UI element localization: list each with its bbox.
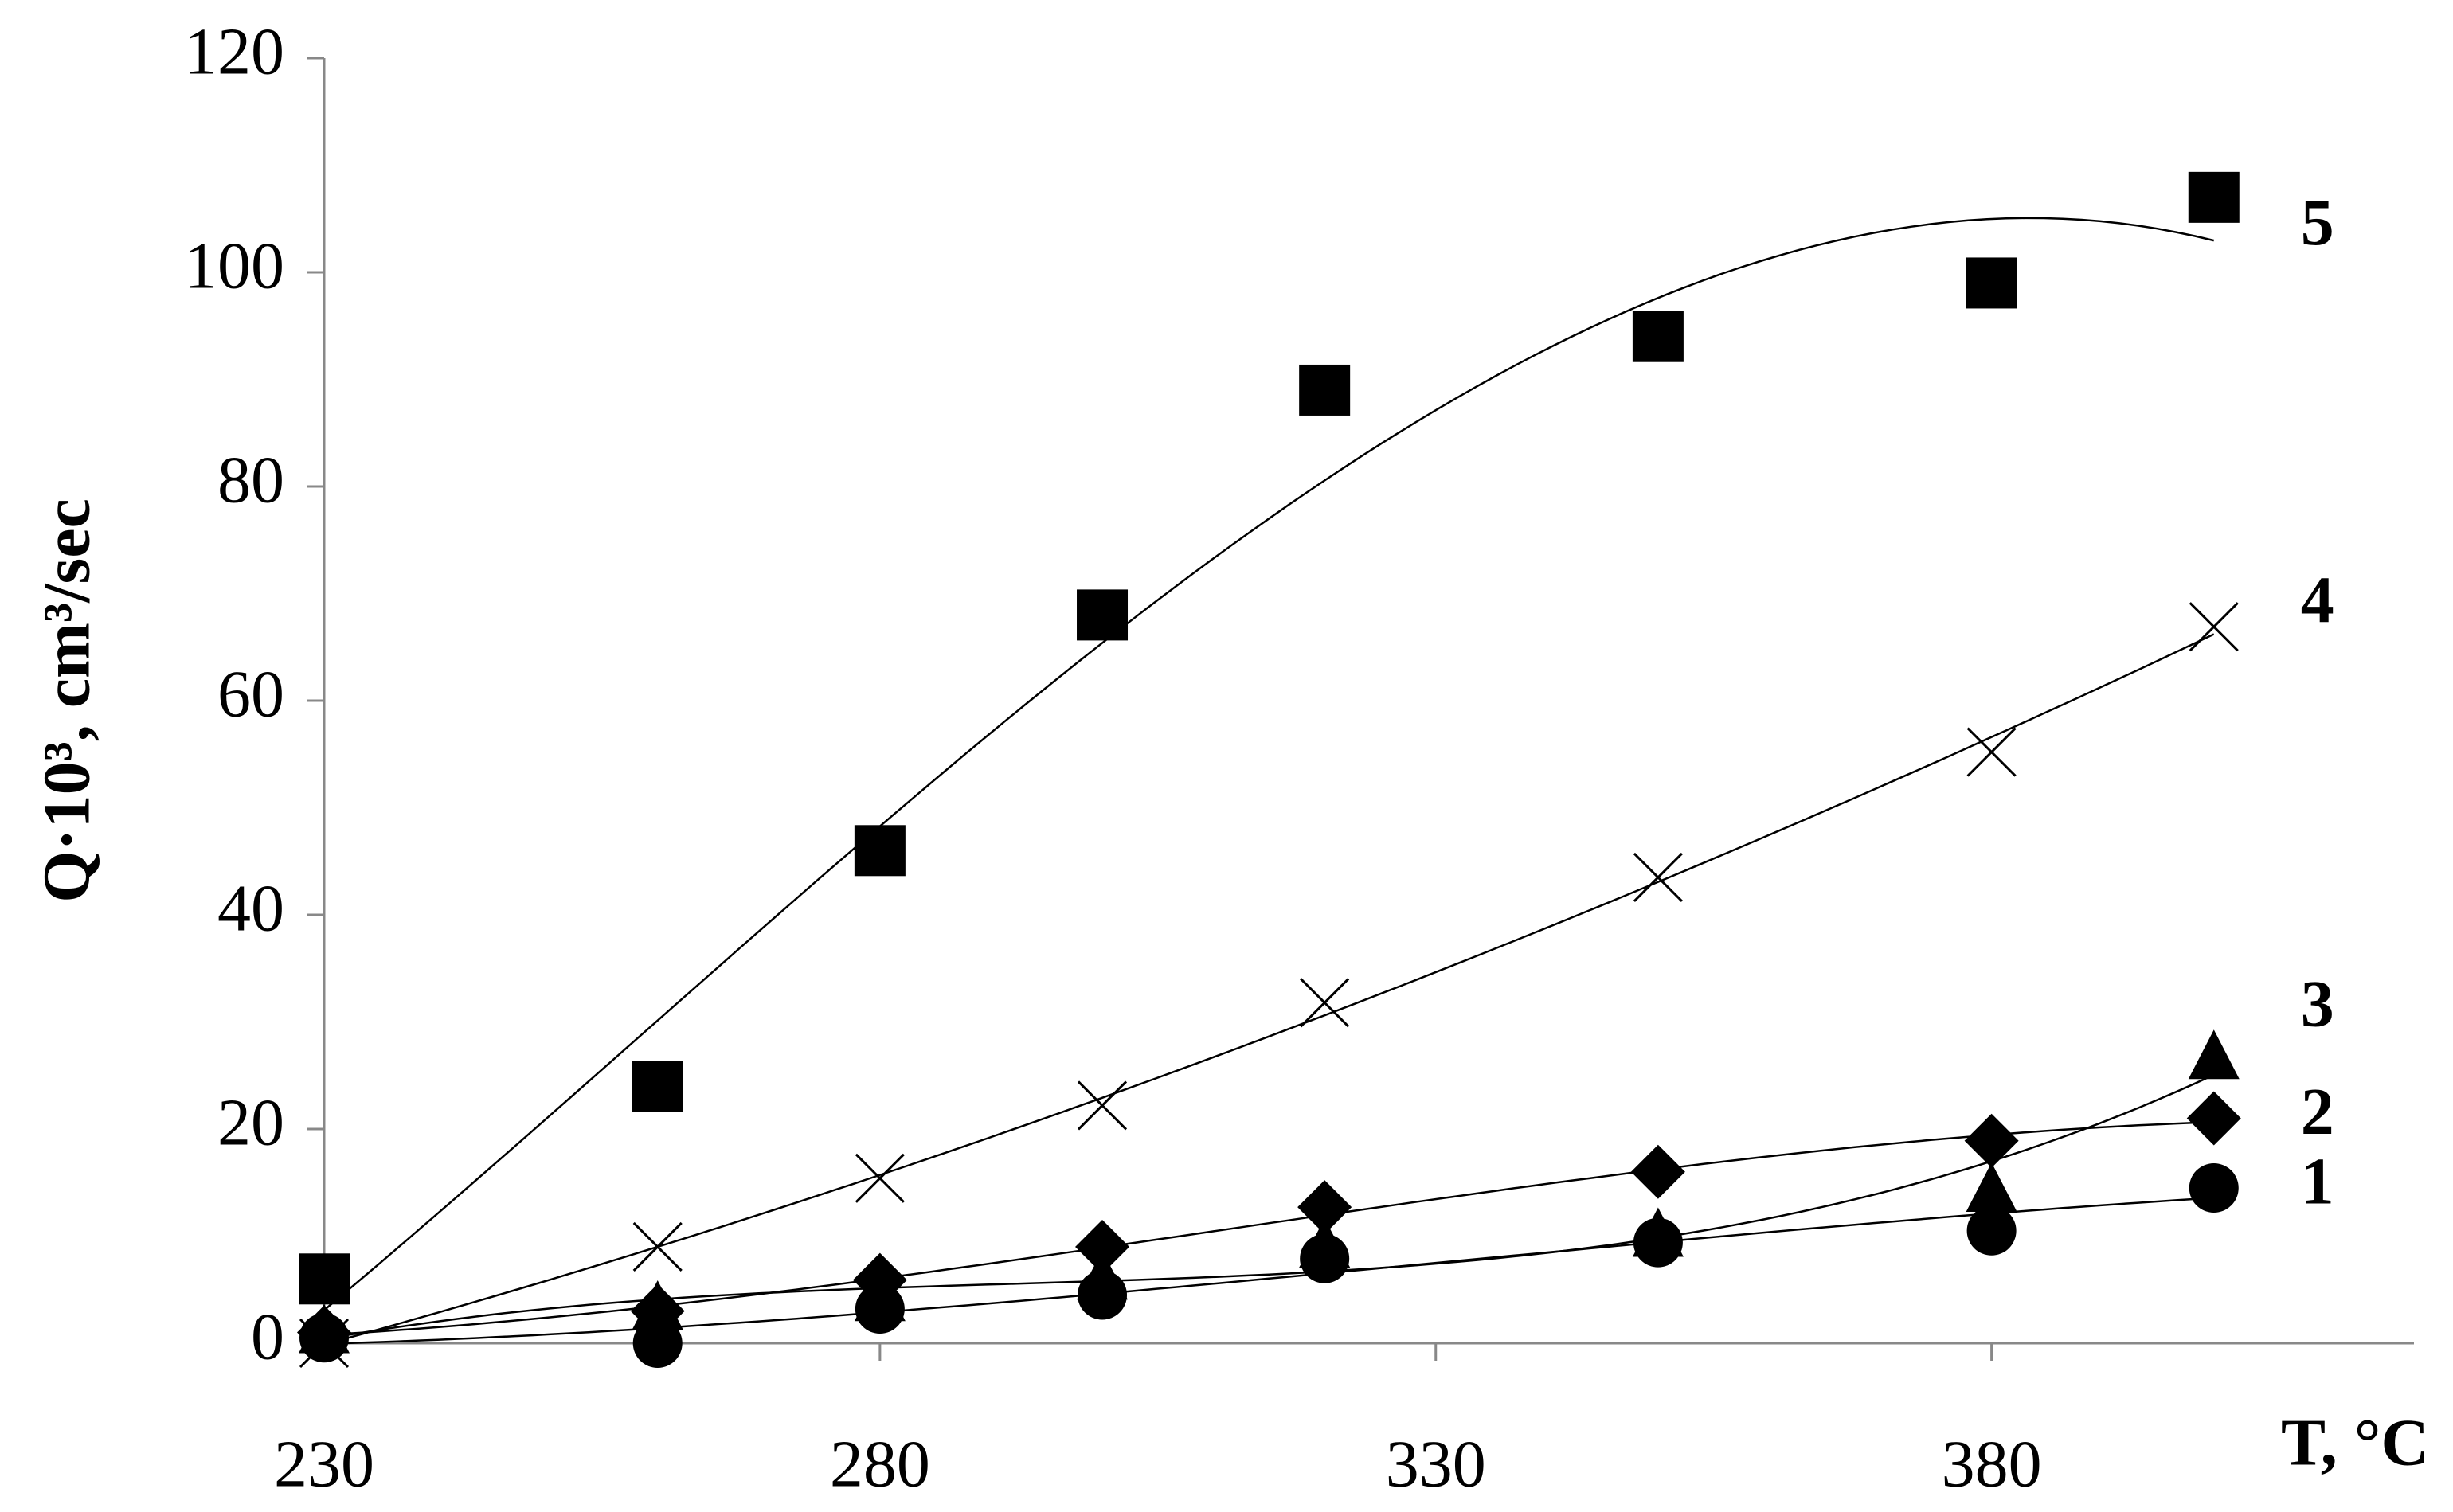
marker (1630, 1144, 1685, 1199)
y-tick-label: 0 (251, 1299, 284, 1373)
trend-line (323, 633, 2215, 1346)
marker (1633, 852, 1683, 902)
marker (1966, 1162, 2017, 1213)
trend-line (323, 217, 2215, 1311)
marker (1966, 257, 2017, 309)
series-label: 4 (2301, 563, 2334, 637)
marker (1966, 1205, 2017, 1256)
x-tick-label: 230 (274, 1427, 374, 1501)
y-tick-label: 100 (184, 229, 284, 303)
y-tick-label: 20 (217, 1085, 284, 1159)
x-tick-label: 330 (1386, 1427, 1486, 1501)
marker (1966, 727, 2017, 777)
marker (1077, 1250, 1129, 1300)
marker (2189, 1162, 2239, 1213)
marker (1300, 978, 1350, 1028)
trend-line (323, 1073, 2215, 1341)
marker (632, 1280, 683, 1330)
y-tick-label: 40 (217, 871, 284, 945)
marker (1299, 1217, 1351, 1268)
marker (855, 1153, 905, 1203)
y-tick-label: 60 (217, 657, 284, 731)
marker (632, 1221, 683, 1272)
series-label: 3 (2301, 967, 2334, 1041)
marker (632, 1319, 683, 1368)
marker (1299, 364, 1351, 416)
marker (632, 1061, 683, 1112)
marker (854, 825, 906, 877)
marker (2188, 1029, 2240, 1080)
series-label: 5 (2301, 186, 2334, 260)
series-label: 2 (2301, 1075, 2334, 1149)
x-tick-label: 280 (830, 1427, 930, 1501)
trend-line (323, 1197, 2214, 1346)
marker (299, 1318, 350, 1369)
marker (1075, 1219, 1130, 1274)
y-tick-label: 120 (184, 14, 284, 88)
y-tick-label: 80 (217, 443, 284, 517)
marker (2189, 602, 2239, 652)
x-tick-label: 380 (1942, 1427, 2042, 1501)
marker (1077, 1080, 1128, 1131)
x-axis-label: T, °C (2281, 1405, 2429, 1479)
marker (854, 1272, 906, 1322)
y-axis-label: Q·10³, cm³/sec (29, 498, 104, 903)
marker (299, 1253, 350, 1305)
marker (1632, 1207, 1684, 1257)
series-label: 1 (2301, 1144, 2334, 1218)
marker (1077, 589, 1129, 641)
marker (1297, 1180, 1352, 1235)
marker (2188, 171, 2240, 223)
marker (1632, 311, 1684, 362)
marker (2186, 1091, 2241, 1146)
marker (1964, 1113, 2019, 1168)
